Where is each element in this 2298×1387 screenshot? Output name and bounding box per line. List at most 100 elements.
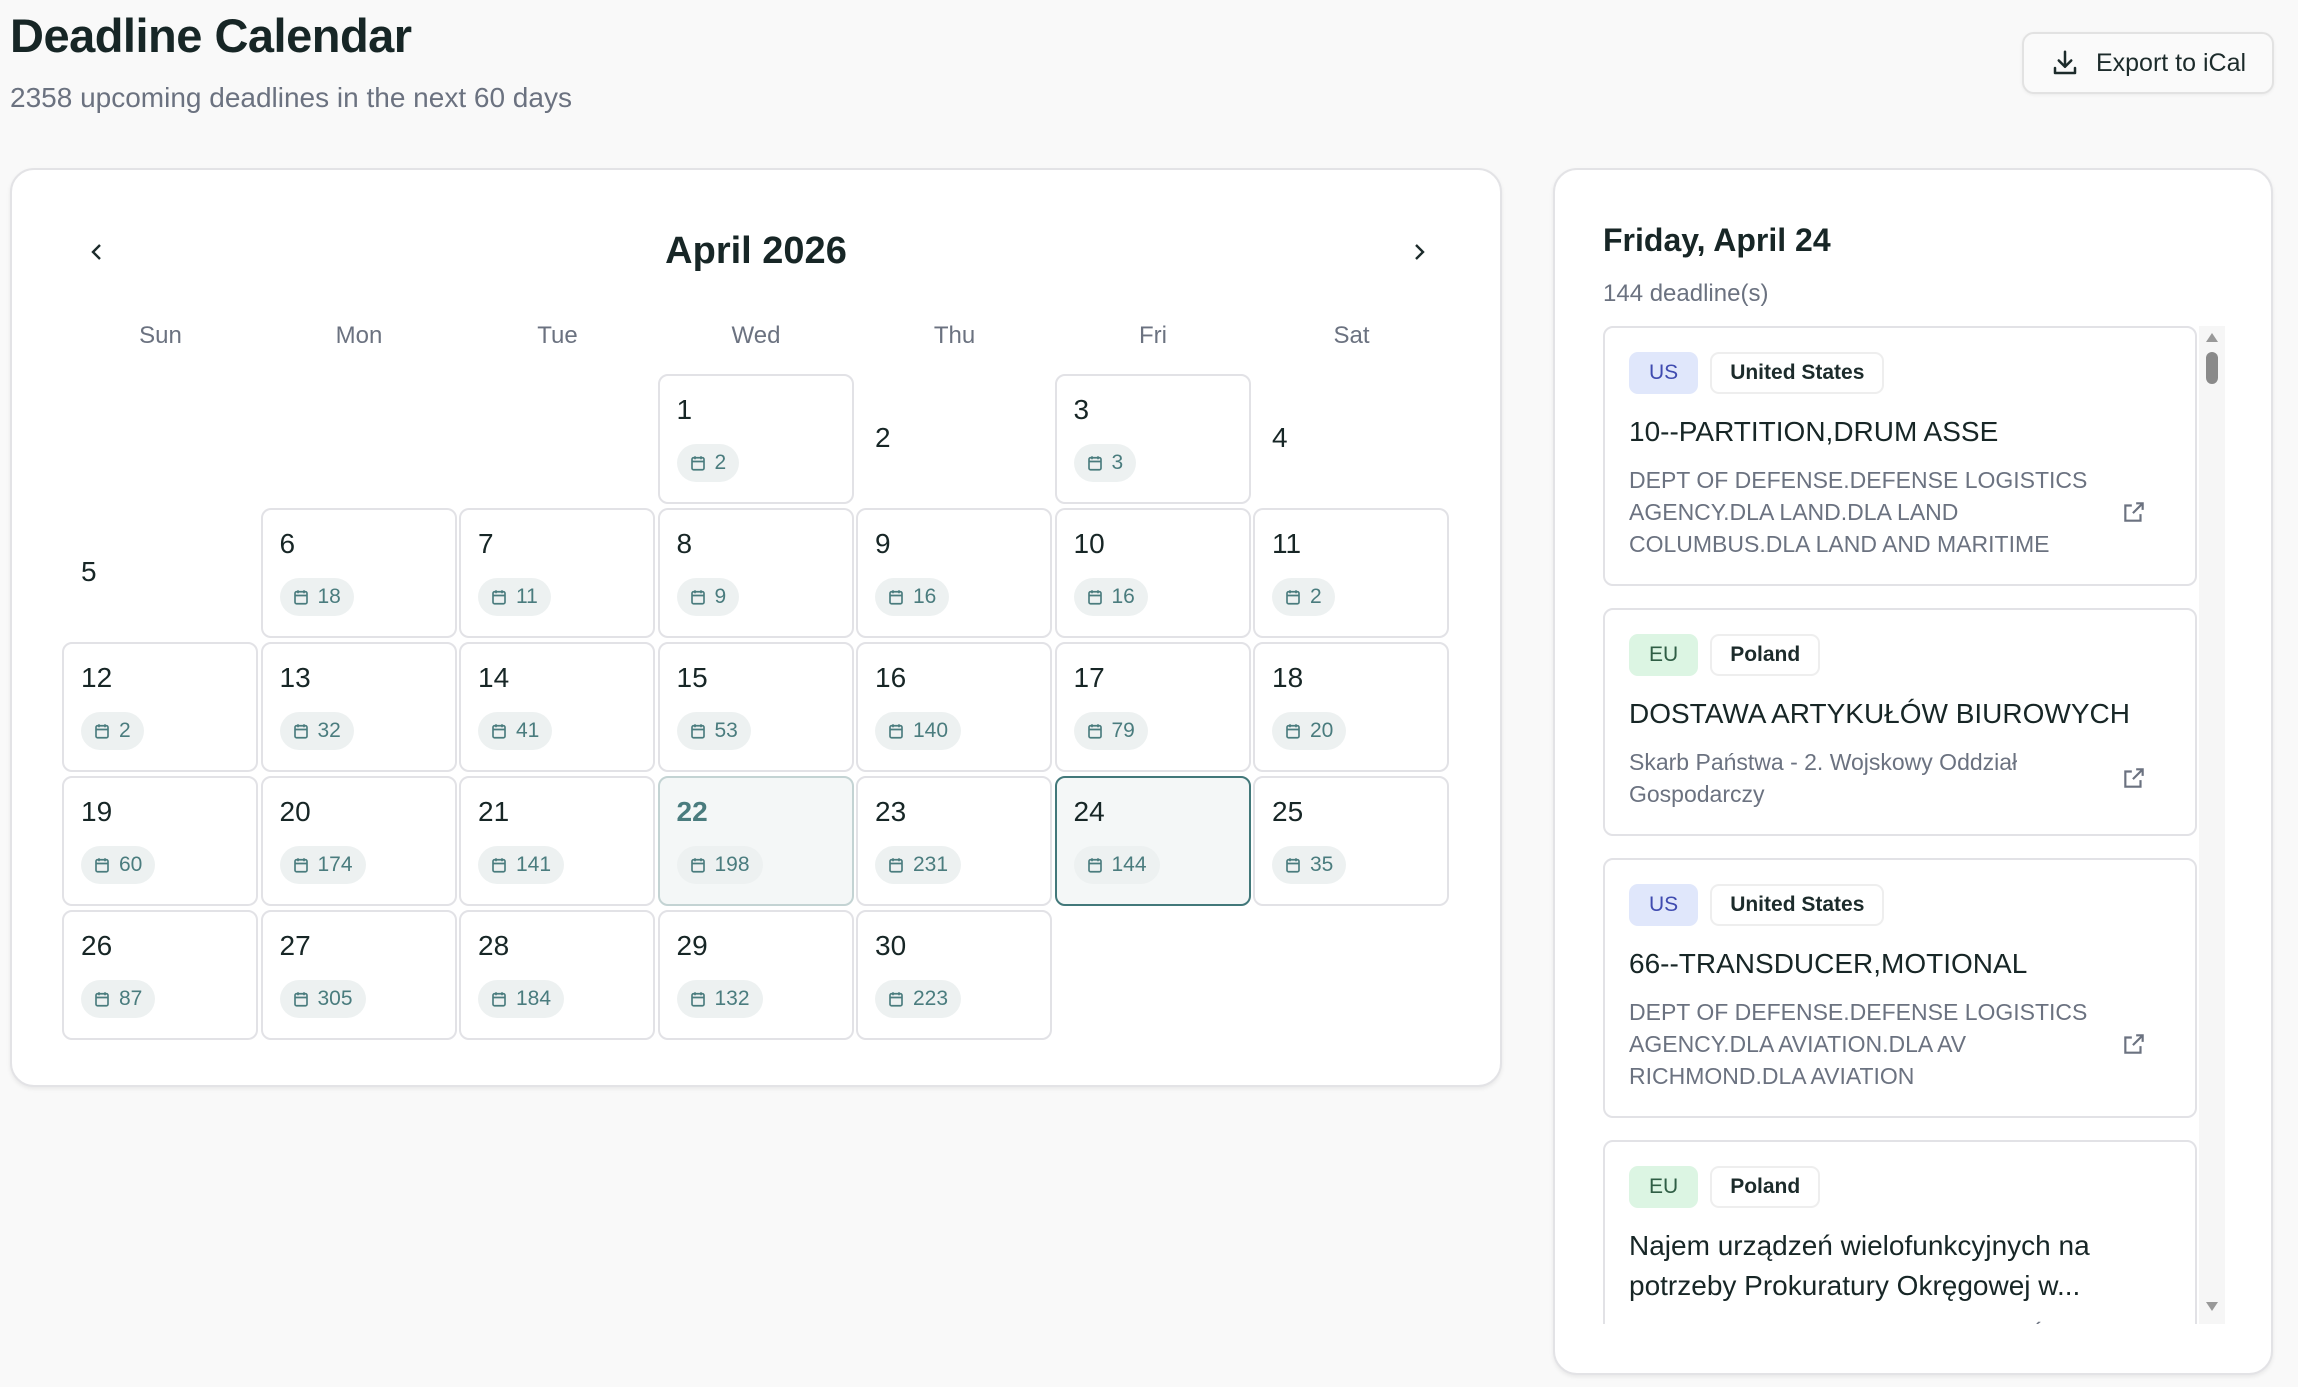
deadline-count-badge: 18 [279,578,354,616]
day-cell[interactable]: 15 53 [657,642,854,772]
deadline-organization: Skarb Państwa - 2. Wojskowy Oddział Gosp… [1629,749,2018,807]
deadline-item[interactable]: EU Poland DOSTAWA ARTYKUŁÓW BIUROWYCH Skarb… [1603,608,2197,836]
deadline-title: Najem urządzeń wielofunkcyjnych na potrz… [1629,1230,2090,1301]
day-cell[interactable]: 14 41 [459,642,655,772]
open-link-button[interactable] [2121,1321,2147,1324]
calendar-icon [492,992,506,1007]
next-month-button[interactable] [1399,232,1439,272]
day-details-panel: Friday, April 24 144 deadline(s) US Unite… [1553,168,2273,1375]
deadline-count-badge: 184 [478,980,565,1018]
day-cell[interactable]: 18 20 [1253,642,1449,772]
badge-count: 2 [714,451,727,474]
calendar-icon [293,724,308,739]
day-number: 7 [478,528,494,559]
external-link-icon [2121,1321,2147,1324]
day-cell[interactable]: 28 184 [459,910,655,1040]
day-cell[interactable]: 5 [62,508,258,638]
badge-count: 87 [119,987,143,1010]
deadline-item[interactable]: US United States 10--PARTITION,DRUM ASSE DE… [1603,326,2197,586]
day-cell[interactable]: 9 16 [856,508,1052,638]
day-cell[interactable]: 21 141 [459,776,655,906]
export-ical-button[interactable]: Export to iCal [2022,32,2274,94]
day-cell[interactable]: 17 79 [1054,642,1251,772]
day-cell[interactable]: 24 144 [1054,776,1251,906]
calendar-icon [690,456,705,471]
weekday-header: Sat [1333,322,1370,349]
deadline-count-badge: 16 [875,578,950,616]
deadline-count-badge: 16 [1073,578,1148,616]
selected-day-heading: Friday, April 24 [1603,222,1831,258]
day-cell[interactable]: 16 140 [856,642,1052,772]
external-link-icon [2124,768,2144,788]
day-number: 15 [676,662,708,693]
day-number: 13 [279,662,311,693]
day-cell[interactable]: 22 198 [657,776,854,906]
badge-count: 3 [1111,451,1124,474]
day-cell[interactable]: 26 87 [62,910,258,1040]
calendar-icon [690,724,705,739]
day-number: 5 [81,556,97,587]
day-cell[interactable]: 23 231 [856,776,1052,906]
download-icon [2053,50,2077,75]
scrollbar[interactable] [2199,326,2225,1324]
badge-count: 2 [1310,585,1322,608]
day-cell[interactable]: 20 174 [260,776,457,906]
deadline-count-badge: 231 [875,846,962,884]
page-subtitle: 2358 upcoming deadlines in the next 60 d… [10,82,572,113]
day-cell[interactable]: 7 11 [459,508,655,638]
badge-count: 11 [516,585,538,608]
day-cell[interactable]: 2 [856,374,1052,504]
day-cell[interactable]: 11 2 [1253,508,1449,638]
day-number: 24 [1073,796,1105,827]
deadline-count-badge: 20 [1272,712,1347,750]
day-cell[interactable]: 25 35 [1253,776,1449,906]
badge-count: 9 [714,585,727,608]
deadline-count-badge: 35 [1272,846,1347,884]
calendar-icon [889,724,903,739]
badge-count: 79 [1111,719,1135,742]
deadline-count-badge: 144 [1073,846,1160,884]
country-tag: Poland [1710,634,1821,676]
external-link-icon [2124,1034,2144,1054]
day-cell[interactable]: 19 60 [62,776,258,906]
day-cell[interactable]: 12 2 [62,642,258,772]
calendar-icon [1087,456,1102,471]
country-tag: United States [1710,352,1885,394]
prev-month-button[interactable] [77,232,117,272]
deadline-count-badge: 79 [1073,712,1148,750]
calendar-icon [690,992,705,1007]
day-cell[interactable]: 29 132 [657,910,854,1040]
deadline-item[interactable]: US United States 66--TRANSDUCER,MOTIONAL DE… [1603,858,2197,1118]
page-title: Deadline Calendar [10,9,412,62]
badge-count: 41 [516,719,540,742]
deadline-item[interactable]: EU Poland Najem urządzeń wielofunkcyjnych … [1603,1140,2197,1324]
deadline-count-badge: 141 [478,846,565,884]
open-link-button[interactable] [2121,765,2147,796]
badge-count: 198 [714,853,750,876]
calendar-icon [690,590,705,605]
deadline-count-badge: 11 [478,578,551,616]
badge-count: 141 [516,853,552,876]
day-number: 12 [81,662,113,693]
calendar-icon [95,724,109,739]
deadline-count-badge: 2 [1272,578,1335,616]
badge-count: 144 [1111,853,1147,876]
open-link-button[interactable] [2121,499,2147,530]
day-number: 11 [1272,528,1302,559]
external-link-icon [2124,502,2144,522]
day-cell[interactable]: 10 16 [1054,508,1251,638]
region-tag: US [1629,352,1699,394]
day-cell[interactable]: 27 305 [260,910,457,1040]
open-link-button[interactable] [2121,1031,2147,1062]
calendar-card: April 2026 1 2 2 3 3 4 5 6 18 7 11 8 9 9 16 10 16 11 2 12 2 1… [10,168,1502,1087]
day-cell[interactable]: 6 18 [260,508,457,638]
day-cell[interactable]: 30 223 [856,910,1052,1040]
day-cell[interactable]: 13 32 [260,642,457,772]
day-number: 23 [875,796,907,827]
badge-count: 16 [913,585,937,608]
country-tag: Poland [1710,1166,1821,1208]
day-cell[interactable]: 4 [1253,374,1449,504]
